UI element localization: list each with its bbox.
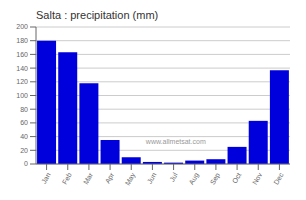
- svg-text:May: May: [124, 171, 138, 187]
- svg-text:Mar: Mar: [82, 171, 94, 186]
- svg-text:60: 60: [20, 119, 28, 126]
- svg-text:120: 120: [16, 78, 28, 85]
- svg-text:200: 200: [16, 23, 28, 30]
- svg-text:100: 100: [16, 92, 28, 99]
- svg-text:Jun: Jun: [146, 171, 158, 184]
- html-text:Salta : precipitation (mm): Salta : precipitation (mm): [36, 9, 159, 21]
- svg-text:160: 160: [16, 51, 28, 58]
- svg-text:Aug: Aug: [188, 171, 201, 186]
- svg-text:Sep: Sep: [209, 171, 222, 186]
- svg-text:140: 140: [16, 65, 28, 72]
- svg-text:Apr: Apr: [104, 171, 117, 185]
- svg-text:Jan: Jan: [40, 171, 52, 184]
- svg-text:Dec: Dec: [272, 171, 285, 186]
- svg-text:180: 180: [16, 37, 28, 44]
- svg-text:Feb: Feb: [61, 171, 73, 185]
- svg-text:0: 0: [24, 160, 28, 167]
- svg-text:80: 80: [20, 106, 28, 113]
- svg-text:Jul: Jul: [168, 171, 179, 183]
- svg-text:20: 20: [20, 147, 28, 154]
- html-text:www.allmetsat.com: www.allmetsat.com: [145, 138, 206, 145]
- svg-text:40: 40: [20, 133, 28, 140]
- svg-text:Oct: Oct: [231, 171, 243, 184]
- svg-text:Nov: Nov: [251, 171, 264, 186]
